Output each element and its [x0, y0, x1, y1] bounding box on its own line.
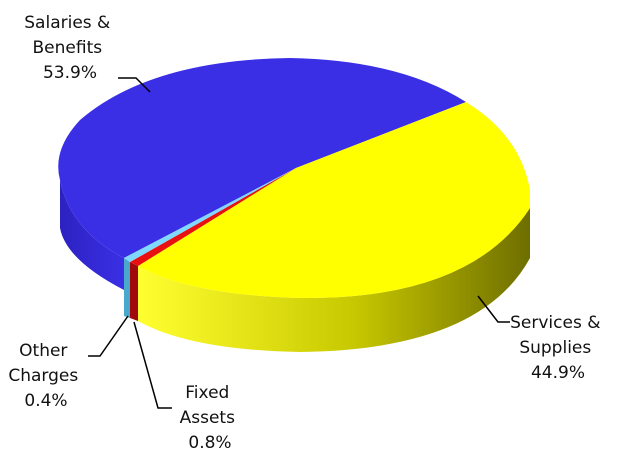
label-services: Services & Supplies 44.9%: [510, 313, 606, 383]
label-salaries: Salaries & Benefits 53.9%: [24, 13, 115, 83]
slice-side-other: [124, 258, 130, 318]
label-fixed-value: 0.8%: [188, 433, 231, 453]
leader-salaries: [118, 77, 151, 93]
label-other-value: 0.4%: [24, 391, 67, 411]
slice-other: [124, 168, 296, 262]
label-services-line2: Supplies: [519, 338, 591, 358]
label-other-line2: Charges: [8, 366, 78, 386]
slice-services: [138, 102, 530, 299]
slice-salaries: [58, 58, 466, 258]
leader-fixed: [133, 321, 172, 409]
label-other-line1: Other: [19, 341, 67, 361]
label-fixed-line1: Fixed: [185, 383, 229, 403]
slice-side-fixed: [130, 262, 138, 321]
slice-side-services: [138, 208, 530, 352]
label-fixed-line2: Assets: [180, 408, 235, 428]
label-salaries-line1: Salaries &: [24, 13, 110, 33]
leader-services: [477, 295, 510, 323]
label-services-value: 44.9%: [531, 363, 585, 383]
label-salaries-value: 53.9%: [43, 63, 97, 83]
slice-side-salaries: [60, 180, 124, 290]
slice-labels: Salaries & Benefits 53.9% Services & Sup…: [8, 13, 606, 453]
leader-lines: [88, 77, 510, 409]
label-fixed: Fixed Assets 0.8%: [180, 383, 241, 453]
slice-fixed: [130, 168, 296, 266]
label-services-line1: Services &: [510, 313, 600, 333]
label-salaries-line2: Benefits: [33, 38, 103, 58]
pie-tops: [58, 58, 530, 299]
pie-sides: [60, 180, 530, 352]
label-other: Other Charges 0.4%: [8, 341, 83, 411]
leader-other: [88, 315, 129, 357]
